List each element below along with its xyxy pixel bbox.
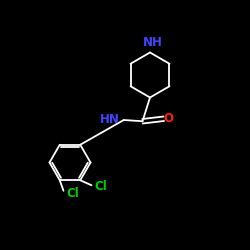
Text: HN: HN — [100, 113, 119, 126]
Text: NH: NH — [142, 36, 163, 50]
Text: Cl: Cl — [66, 187, 79, 200]
Text: Cl: Cl — [94, 180, 107, 193]
Text: O: O — [164, 112, 174, 125]
